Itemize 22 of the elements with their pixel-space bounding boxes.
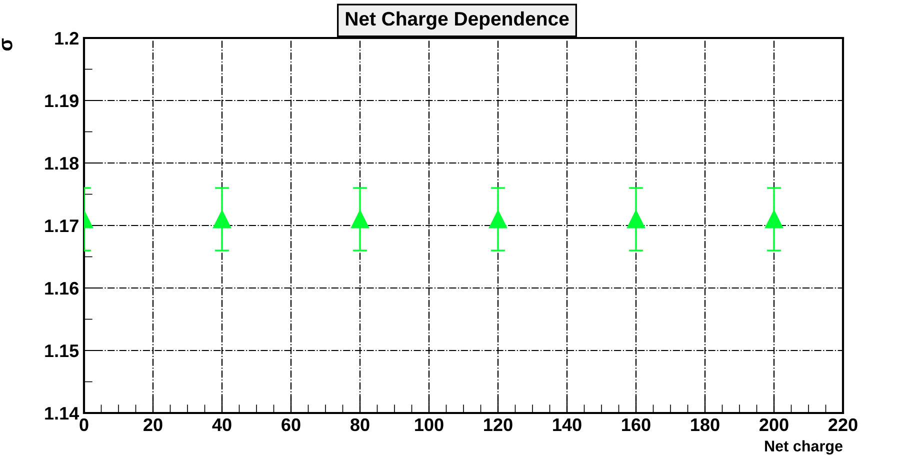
y-tick-label: 1.18 [45,156,79,170]
x-tick-label: 40 [212,418,232,432]
y-tick-label: 1.17 [45,220,78,232]
x-tick-label: 0 [80,418,88,432]
x-tick-label: 60 [282,418,300,432]
y-tick-label: 1.14 [45,407,80,420]
x-tick-label: 160 [622,418,650,432]
x-tick-label: 220 [828,418,858,432]
x-axis-title: Net charge [765,440,842,455]
x-tick-label: 180 [691,418,720,432]
y-tick-label: 1.19 [45,94,78,108]
y-tick-label: 1.16 [45,282,78,295]
y-axis-title: σ [2,38,12,51]
x-tick-label: 120 [484,418,512,432]
y-tick-label: 1.2 [55,32,78,45]
x-tick-label: 80 [350,418,370,432]
y-tick-label: 1.15 [45,344,79,358]
chart-title: Net Charge Dependence [346,11,569,30]
x-tick-label: 20 [144,418,162,432]
x-tick-label: 140 [553,418,582,432]
x-tick-label: 100 [415,418,444,432]
x-tick-label: 200 [760,418,788,432]
